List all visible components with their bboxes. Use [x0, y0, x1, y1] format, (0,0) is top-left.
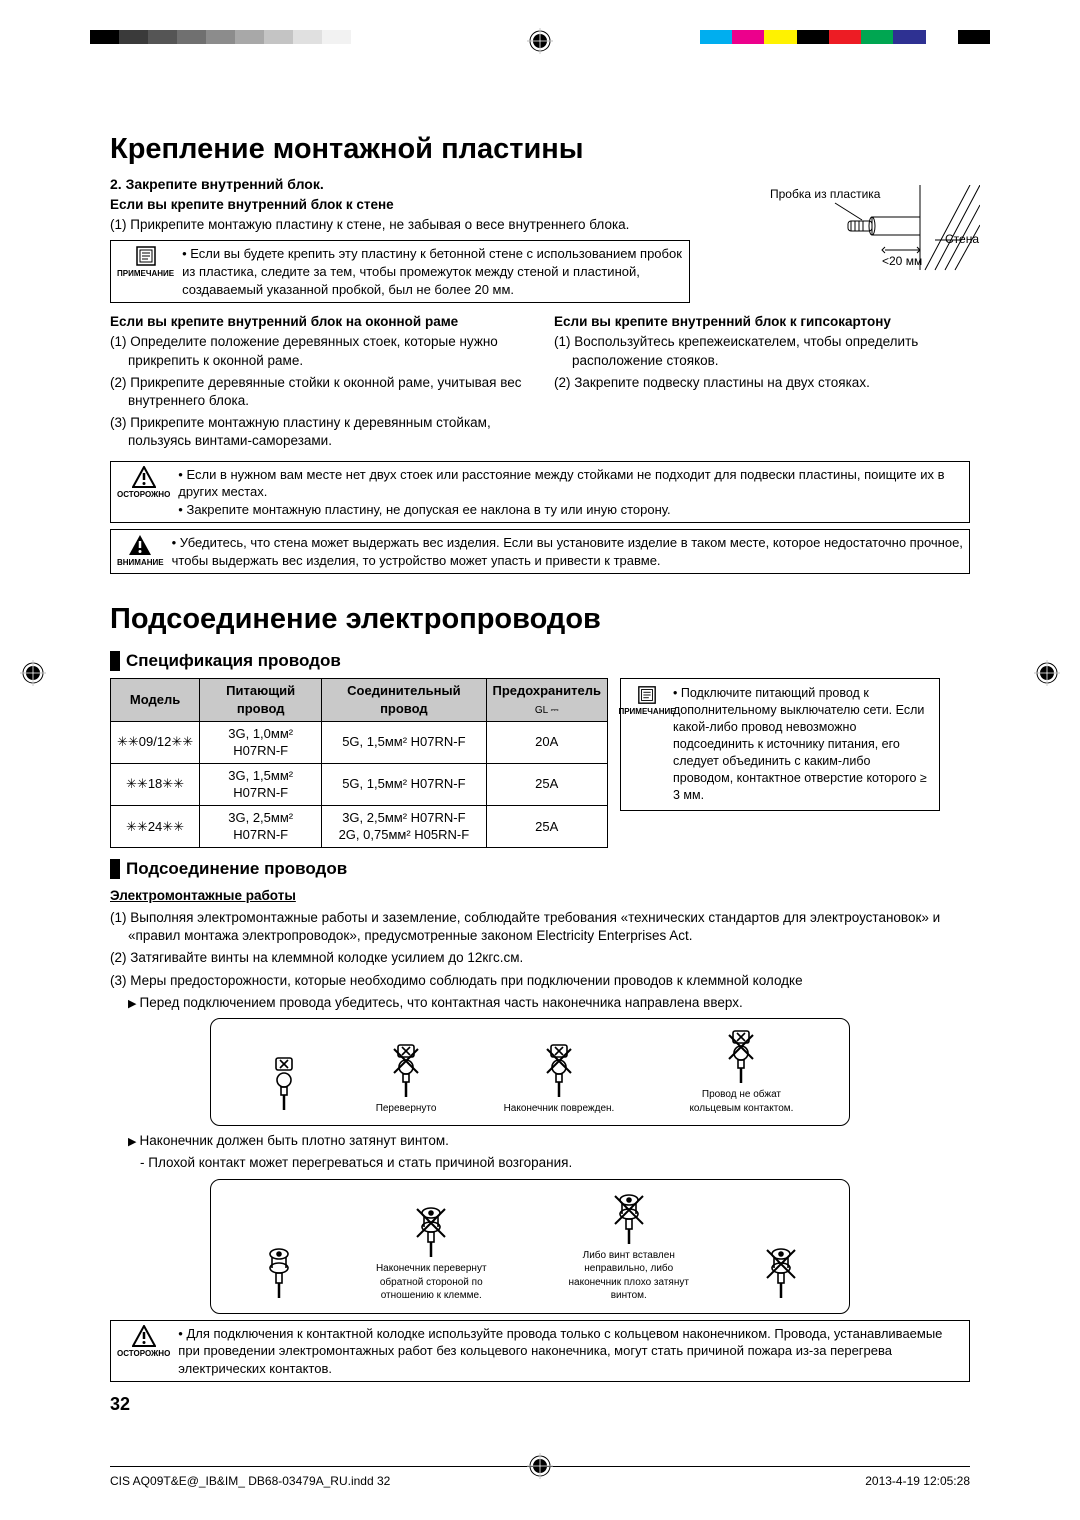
figure-box-2: Наконечник перевернут обратной стороной …	[210, 1179, 850, 1314]
footer: CIS AQ09T&E@_IB&IM_ DB68-03479A_RU.indd …	[110, 1466, 970, 1489]
figure-item	[756, 1244, 806, 1303]
spec-td: ✳✳18✳✳	[111, 763, 200, 805]
wall-plug-diagram: Пробка из пластика Стена <20 мм	[770, 185, 980, 280]
figure-item: Наконечник поврежден.	[504, 1043, 615, 1116]
spec-td: 3G, 1,0мм² H07RN-F	[200, 721, 322, 763]
color-bar-left	[90, 30, 380, 44]
warning-box-1: ВНИМАНИЕ Убедитесь, что стена может выде…	[110, 529, 970, 574]
spec-td: 3G, 1,5мм² H07RN-F	[200, 763, 322, 805]
case-frame-2: (2) Прикрепите деревянные стойки к оконн…	[110, 374, 526, 410]
figure-box-1: Перевернуто Наконечник поврежден. Провод…	[210, 1018, 850, 1126]
work-1: (1) Выполняя электромонтажные работы и з…	[110, 909, 970, 945]
registration-top	[0, 30, 1080, 70]
gap-label: <20 мм	[882, 254, 922, 268]
wall-label: Стена	[945, 232, 979, 246]
note1-text: Если вы будете крепить эту пластину к бе…	[182, 245, 683, 298]
registration-mark-icon	[527, 28, 553, 54]
caution1-b1: Если в нужном вам месте нет двух стоек и…	[178, 466, 963, 501]
case-gyp-1: (1) Воспользуйтесь крепежеискателем, что…	[554, 333, 970, 369]
case-frame-1: (1) Определите положение деревянных стое…	[110, 333, 526, 369]
caution-box-2: ОСТОРОЖНО Для подключения к контактной к…	[110, 1320, 970, 1383]
case-frame-3: (3) Прикрепите монтажную пластину к дере…	[110, 414, 526, 450]
registration-right-icon	[1034, 660, 1060, 686]
figure-item	[254, 1244, 304, 1303]
spec-td: ✳✳09/12✳✳	[111, 721, 200, 763]
spec-th: Модель	[111, 679, 200, 721]
table-row: ✳✳18✳✳3G, 1,5мм² H07RN-F5G, 1,5мм² H07RN…	[111, 763, 608, 805]
work-heading: Электромонтажные работы	[110, 887, 970, 905]
figure-item: Перевернуто	[376, 1043, 437, 1116]
spec-td: ✳✳24✳✳	[111, 805, 200, 847]
spec-td: 5G, 1,5мм² H07RN-F	[322, 721, 486, 763]
note-icon	[637, 685, 657, 705]
spec-td: 25A	[486, 763, 608, 805]
arrow-1: Перед подключением провода убедитесь, чт…	[110, 994, 970, 1012]
caution-icon	[132, 466, 156, 488]
section2-title: Подсоединение электропроводов	[110, 600, 970, 639]
note-icon	[135, 245, 157, 267]
spec-td: 25A	[486, 805, 608, 847]
caution-box-1: ОСТОРОЖНО Если в нужном вам месте нет дв…	[110, 461, 970, 524]
color-bar-right	[700, 30, 990, 44]
caution-label-text: ОСТОРОЖНО	[117, 490, 170, 501]
figure-item: Наконечник перевернут обратной стороной …	[361, 1203, 501, 1303]
work-2: (2) Затягивайте винты на клеммной колодк…	[110, 949, 970, 967]
warning-label-text: ВНИМАНИЕ	[117, 558, 164, 569]
spec-th: Соединительный провод	[322, 679, 486, 721]
side-note-label: ПРИМЕЧАНИЕ	[618, 707, 675, 718]
side-note-text: Подключите питающий провод к дополнитель…	[673, 686, 927, 801]
caution2-label: ОСТОРОЖНО	[117, 1349, 170, 1360]
spec-th: ПредохранительGL ⎓	[486, 679, 608, 721]
page-number: 32	[110, 1392, 970, 1416]
subsection-spec: Спецификация проводов	[110, 650, 970, 673]
table-row: ✳✳09/12✳✳3G, 1,0мм² H07RN-F5G, 1,5мм² H0…	[111, 721, 608, 763]
figure-item: Провод не обжат кольцевым контактом.	[681, 1029, 801, 1115]
table-row: ✳✳24✳✳3G, 2,5мм² H07RN-F3G, 2,5мм² H07RN…	[111, 805, 608, 847]
spec-td: 3G, 2,5мм² H07RN-F	[200, 805, 322, 847]
dash-2: - Плохой контакт может перегреваться и с…	[110, 1154, 970, 1172]
case-gyp-heading: Если вы крепите внутренний блок к гипсок…	[554, 313, 970, 331]
case-frame-heading: Если вы крепите внутренний блок на оконн…	[110, 313, 526, 331]
spec-table: МодельПитающий проводСоединительный пров…	[110, 678, 608, 847]
caution1-b2: Закрепите монтажную пластину, не допуска…	[178, 501, 963, 519]
plug-label: Пробка из пластика	[770, 187, 881, 201]
registration-left-icon	[20, 660, 46, 686]
note-box-1: ПРИМЕЧАНИЕ Если вы будете крепить эту пл…	[110, 240, 690, 303]
arrow-2: Наконечник должен быть плотно затянут ви…	[110, 1132, 970, 1150]
figure-item: Либо винт вставлен неправильно, либо нак…	[559, 1190, 699, 1303]
caution-icon	[132, 1325, 156, 1347]
spec-td: 3G, 2,5мм² H07RN-F2G, 0,75мм² H05RN-F	[322, 805, 486, 847]
section1-title: Крепление монтажной пластины	[110, 130, 970, 169]
warning-icon	[128, 534, 152, 556]
work-3: (3) Меры предосторожности, которые необх…	[110, 972, 970, 990]
note-label-text: ПРИМЕЧАНИЕ	[117, 269, 174, 280]
warning1-text: Убедитесь, что стена может выдержать вес…	[172, 534, 963, 569]
case-gyp-2: (2) Закрепите подвеску пластины на двух …	[554, 374, 970, 392]
spec-th: Питающий провод	[200, 679, 322, 721]
spec-td: 5G, 1,5мм² H07RN-F	[322, 763, 486, 805]
spec-td: 20A	[486, 721, 608, 763]
caution2-text: Для подключения к контактной колодке исп…	[178, 1325, 963, 1378]
figure-item	[259, 1056, 309, 1115]
subsection-connect: Подсоединение проводов	[110, 858, 970, 881]
spec-side-note: ПРИМЕЧАНИЕ • Подключите питающий провод …	[620, 678, 940, 810]
